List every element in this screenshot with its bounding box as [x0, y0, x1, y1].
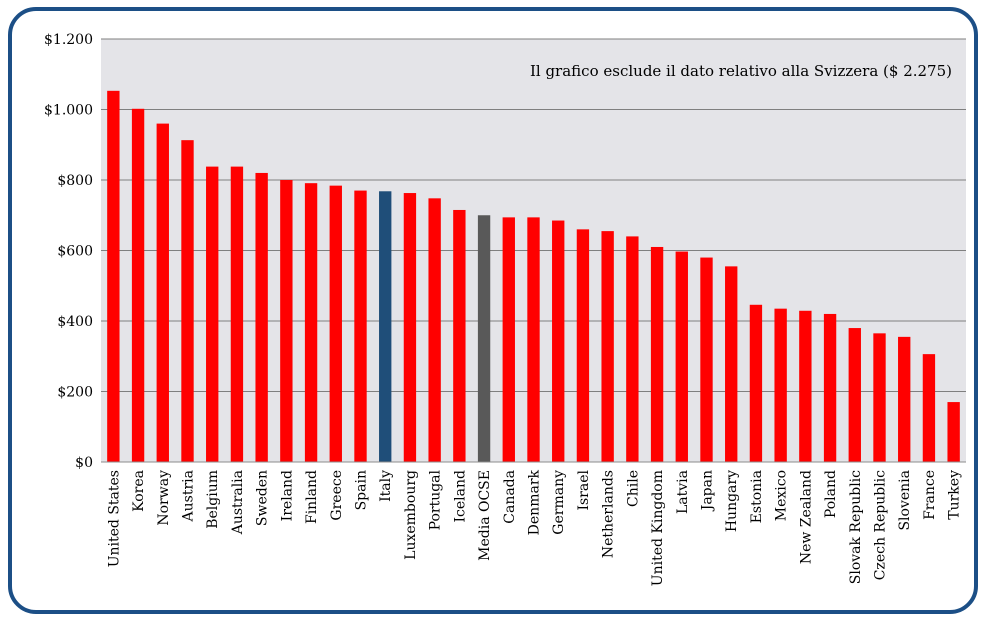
y-tick-label: $400	[57, 314, 93, 330]
bar-netherlands	[601, 231, 614, 462]
y-tick-label: $600	[57, 244, 93, 260]
x-tick-label: Australia	[230, 470, 246, 535]
x-tick-label: Mexico	[774, 470, 790, 521]
x-tick-label: United States	[106, 470, 122, 567]
bar-iceland	[453, 209, 466, 462]
bar-slovak-republic	[848, 328, 861, 462]
bar-luxembourg	[403, 193, 417, 463]
x-tick-label: New Zealand	[798, 470, 814, 564]
x-tick-label: Sweden	[255, 470, 271, 526]
bar-austria	[181, 140, 194, 463]
bar-korea	[131, 108, 145, 463]
x-tick-label: Slovenia	[897, 470, 913, 531]
x-tick-label: Korea	[131, 470, 147, 512]
bar-belgium	[206, 166, 219, 463]
bar-slovenia	[898, 336, 911, 462]
chart-annotation: Il grafico esclude il dato relativo alla…	[530, 62, 952, 80]
y-tick-label: $200	[57, 385, 93, 401]
x-tick-label: Portugal	[428, 469, 444, 530]
bar-united-kingdom	[650, 246, 664, 462]
x-tick-label: Norway	[156, 470, 172, 526]
bar-germany	[552, 220, 565, 462]
x-tick-label: Netherlands	[601, 470, 617, 558]
x-tick-label: Greece	[329, 470, 345, 521]
y-tick-label: $1.200	[44, 32, 93, 48]
bar-italy	[379, 191, 392, 462]
x-tick-label: Slovak Republic	[848, 470, 864, 584]
bar-estonia	[749, 304, 763, 462]
x-tick-label: Poland	[823, 470, 839, 518]
bar-sweden	[255, 172, 268, 462]
y-axis-ticks: $0 $200 $400 $600 $800 $1.000 $1.200	[44, 32, 93, 471]
x-tick-label: Turkey	[947, 470, 963, 520]
x-axis-ticks: United States Korea Norway Austria Belgium Au…	[106, 469, 962, 586]
bar-canada	[502, 217, 515, 462]
x-tick-label: Denmark	[527, 469, 543, 535]
bars	[107, 90, 960, 463]
bar-media-ocse	[477, 215, 491, 462]
bar-turkey	[947, 402, 960, 462]
x-tick-label: Spain	[354, 470, 370, 510]
x-tick-label: Japan	[700, 470, 716, 512]
y-tick-label: $800	[57, 173, 93, 189]
x-tick-label: Israel	[576, 469, 592, 510]
bar-poland	[823, 313, 837, 462]
x-tick-label: Finland	[304, 470, 320, 524]
bar-mexico	[774, 308, 787, 462]
x-tick-label: Germany	[551, 470, 567, 535]
x-tick-label: Media OCSE	[477, 470, 493, 561]
bar-israel	[576, 229, 590, 462]
bar-hungary	[725, 266, 738, 462]
y-tick-label: $0	[75, 455, 93, 471]
bar-spain	[354, 190, 367, 462]
bar-ireland	[280, 180, 293, 462]
x-tick-label: Latvia	[675, 470, 691, 514]
y-tick-label: $1.000	[44, 103, 93, 119]
x-tick-label: Canada	[502, 470, 518, 524]
x-tick-label: Austria	[181, 470, 197, 522]
x-tick-label: Ireland	[279, 470, 295, 521]
x-tick-label: Chile	[625, 470, 641, 507]
bar-australia	[230, 166, 244, 463]
x-tick-label: Belgium	[205, 470, 221, 529]
bar-finland	[304, 183, 318, 463]
bar-new-zealand	[799, 310, 812, 462]
x-tick-label: Czech Republic	[873, 470, 889, 580]
bar-latvia	[675, 251, 688, 462]
bar-greece	[329, 185, 342, 462]
bar-czech-republic	[873, 333, 886, 462]
bar-chile	[626, 236, 639, 462]
x-tick-label: Italy	[378, 470, 394, 502]
x-tick-label: United Kingdom	[650, 470, 666, 586]
x-tick-label: Iceland	[452, 470, 468, 522]
bar-japan	[700, 257, 713, 462]
bar-france	[922, 354, 936, 462]
bar-portugal	[428, 198, 441, 462]
x-tick-label: Luxembourg	[403, 470, 419, 560]
x-tick-label: France	[922, 470, 938, 520]
x-tick-label: Estonia	[749, 470, 765, 523]
bar-united-states	[107, 90, 120, 462]
bar-norway	[156, 123, 169, 462]
x-tick-label: Hungary	[724, 470, 740, 532]
bar-denmark	[527, 217, 540, 462]
